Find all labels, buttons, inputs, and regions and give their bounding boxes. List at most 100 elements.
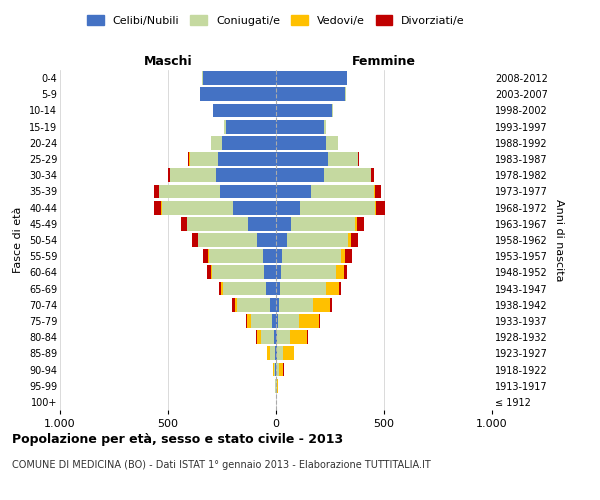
Legend: Celibi/Nubili, Coniugati/e, Vedovi/e, Divorziati/e: Celibi/Nubili, Coniugati/e, Vedovi/e, Di… [83,10,469,30]
Bar [257,330,261,344]
Bar [154,200,161,214]
Bar [283,250,341,263]
Bar [224,120,226,134]
Bar [269,346,275,360]
Bar [246,314,247,328]
Bar [197,233,198,247]
Bar [290,330,307,344]
Bar [276,282,280,296]
Bar [328,152,358,166]
Bar [345,250,352,263]
Bar [269,298,276,312]
Bar [276,233,287,247]
Bar [278,314,299,328]
Bar [375,184,382,198]
Bar [261,330,274,344]
Bar [226,120,276,134]
Y-axis label: Fasce di età: Fasce di età [13,207,23,273]
Text: COMUNE DI MEDICINA (BO) - Dati ISTAT 1° gennaio 2013 - Elaborazione TUTTITALIA.I: COMUNE DI MEDICINA (BO) - Dati ISTAT 1° … [12,460,431,469]
Bar [221,282,223,296]
Bar [332,104,333,118]
Bar [170,168,215,182]
Bar [192,233,197,247]
Bar [276,217,291,230]
Text: Maschi: Maschi [143,56,193,68]
Bar [237,298,269,312]
Bar [279,362,283,376]
Bar [319,314,320,328]
Bar [211,266,212,280]
Bar [248,217,276,230]
Bar [276,88,345,101]
Bar [330,298,332,312]
Bar [376,200,385,214]
Bar [355,217,356,230]
Bar [188,152,190,166]
Bar [374,184,375,198]
Bar [307,330,308,344]
Bar [356,217,364,230]
Bar [211,136,222,149]
Bar [218,152,276,166]
Text: Femmine: Femmine [352,56,416,68]
Bar [277,362,279,376]
Bar [215,168,276,182]
Bar [358,152,359,166]
Bar [338,282,341,296]
Bar [251,314,272,328]
Bar [222,136,276,149]
Bar [154,184,159,198]
Bar [313,298,330,312]
Bar [276,266,281,280]
Bar [190,152,218,166]
Bar [283,346,294,360]
Bar [220,184,276,198]
Bar [263,250,276,263]
Bar [276,136,326,149]
Bar [287,233,349,247]
Bar [337,266,344,280]
Bar [276,200,300,214]
Bar [276,104,332,118]
Bar [276,71,347,85]
Bar [291,217,355,230]
Bar [272,314,276,328]
Bar [299,314,319,328]
Bar [198,233,257,247]
Bar [214,104,276,118]
Bar [233,200,276,214]
Bar [277,346,283,360]
Bar [200,88,276,101]
Bar [273,362,274,376]
Bar [326,136,338,149]
Bar [187,217,248,230]
Bar [276,314,278,328]
Text: Popolazione per età, sesso e stato civile - 2013: Popolazione per età, sesso e stato civil… [12,432,343,446]
Bar [208,250,209,263]
Bar [276,250,283,263]
Bar [212,266,264,280]
Bar [276,298,279,312]
Bar [213,104,214,118]
Bar [168,168,170,182]
Bar [280,282,326,296]
Bar [276,152,328,166]
Bar [276,120,323,134]
Bar [276,168,323,182]
Bar [235,298,237,312]
Bar [223,282,266,296]
Bar [232,298,235,312]
Bar [323,120,326,134]
Bar [266,282,276,296]
Bar [311,184,374,198]
Bar [203,250,208,263]
Bar [181,217,187,230]
Bar [341,250,345,263]
Bar [275,362,276,376]
Bar [281,266,337,280]
Bar [160,184,220,198]
Bar [371,168,374,182]
Bar [276,330,277,344]
Y-axis label: Anni di nascita: Anni di nascita [554,198,565,281]
Bar [276,346,277,360]
